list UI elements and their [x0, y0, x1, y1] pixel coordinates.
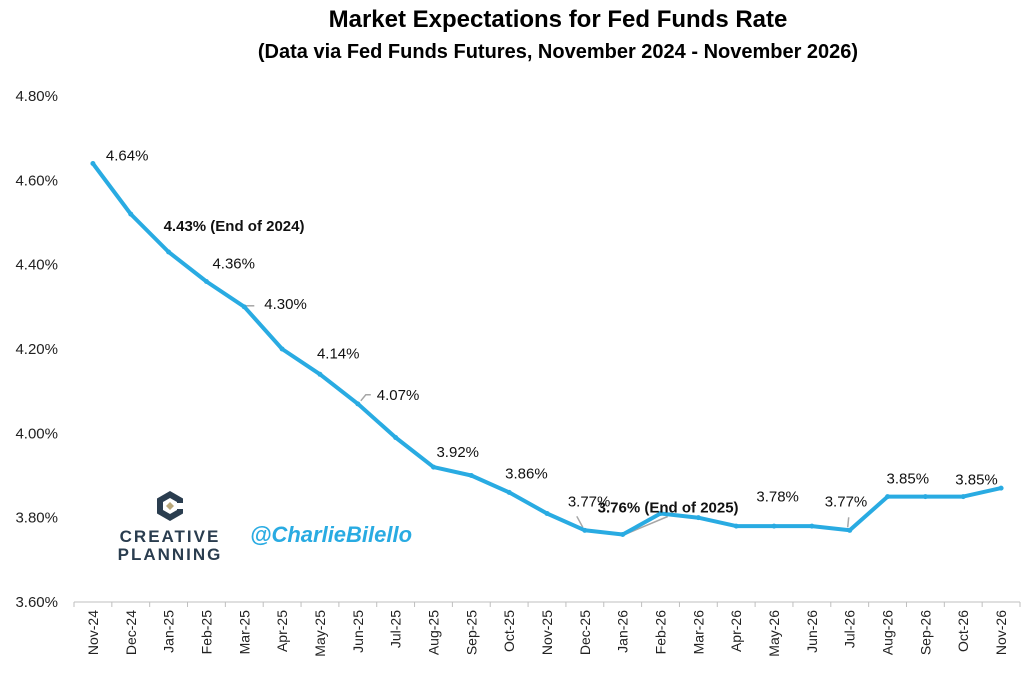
- data-label: 3.85%: [955, 472, 998, 489]
- x-tick-label: Jun-26: [804, 610, 820, 653]
- x-tick-label: Oct-26: [955, 610, 971, 652]
- x-tick-label: Apr-26: [728, 610, 744, 652]
- x-axis: Nov-24 Dec-24 Jan-25 Feb-25 Mar-25 Apr-25 May-…: [73, 601, 1021, 657]
- data-label: 3.77%: [568, 493, 611, 510]
- logo-mark-icon: [157, 491, 184, 521]
- x-tick-label: Oct-25: [501, 610, 517, 652]
- data-point: [847, 527, 853, 533]
- data-label: 4.30%: [264, 296, 307, 313]
- x-tick-label: Dec-24: [123, 610, 139, 655]
- x-tick-label: Jun-25: [350, 610, 366, 653]
- data-label: 4.64%: [106, 147, 149, 164]
- data-point: [620, 532, 626, 538]
- x-tick-label: Sep-26: [917, 610, 933, 655]
- x-tick-label: Jan-26: [615, 610, 631, 653]
- data-point: [960, 494, 966, 500]
- data-label: 3.92%: [436, 444, 479, 461]
- data-point: [241, 304, 247, 310]
- data-label: 3.77%: [825, 493, 868, 510]
- y-axis: 3.60% 3.80% 4.00% 4.20% 4.40% 4.60% 4.80%: [15, 88, 58, 611]
- x-tick-label: Nov-24: [85, 610, 101, 655]
- data-point: [355, 401, 361, 407]
- data-point: [544, 510, 550, 516]
- x-tick-label: Sep-25: [463, 610, 479, 655]
- y-tick-label: 3.80%: [15, 510, 58, 527]
- leader-line: [576, 515, 584, 528]
- data-point: [998, 485, 1004, 491]
- y-tick-label: 4.20%: [15, 341, 58, 358]
- data-point: [430, 464, 436, 470]
- x-tick-label: May-25: [312, 610, 328, 657]
- leader-line: [360, 394, 371, 402]
- y-tick-label: 4.80%: [15, 88, 58, 105]
- y-tick-label: 4.40%: [15, 257, 58, 274]
- data-label: 3.86%: [505, 465, 548, 482]
- data-point: [468, 473, 474, 478]
- data-label: 4.14%: [317, 345, 360, 362]
- x-tick-label: Feb-26: [653, 610, 669, 655]
- data-point: [582, 527, 588, 533]
- data-point: [203, 279, 209, 285]
- x-tick-label: Apr-25: [274, 610, 290, 652]
- data-point: [393, 435, 399, 441]
- x-tick-label: Feb-25: [198, 610, 214, 655]
- data-label: 3.78%: [756, 489, 799, 506]
- data-point: [695, 515, 701, 521]
- x-tick-label: Jul-25: [388, 610, 404, 648]
- creative-planning-logo: CREATIVE PLANNING: [118, 491, 223, 564]
- data-point: [658, 510, 664, 516]
- x-tick-label: Aug-26: [880, 610, 896, 655]
- x-tick-label: Nov-25: [539, 610, 555, 655]
- data-point: [166, 249, 172, 255]
- data-point: [809, 523, 815, 529]
- x-tick-label: Mar-26: [690, 610, 706, 655]
- y-tick-label: 4.00%: [15, 425, 58, 442]
- logo-line-1: CREATIVE: [120, 527, 221, 546]
- data-labels: 4.64% 4.43% (End of 2024) 4.36% 4.30% 4.14% 4…: [106, 147, 998, 516]
- data-point: [128, 211, 134, 217]
- data-point: [90, 160, 96, 166]
- data-label: 3.76% (End of 2025): [598, 500, 739, 517]
- data-point: [317, 371, 323, 377]
- x-tick-label: Jul-26: [842, 610, 858, 648]
- data-point: [506, 489, 512, 495]
- data-point: [771, 523, 777, 529]
- data-label: 4.07%: [377, 387, 420, 404]
- x-tick-label: Nov-26: [993, 610, 1009, 655]
- twitter-handle: @CharlieBilello: [250, 522, 412, 547]
- data-label: 4.36%: [212, 256, 255, 273]
- plot-area: [90, 160, 1004, 538]
- y-tick-label: 3.60%: [15, 594, 58, 611]
- data-label: 3.85%: [887, 471, 930, 488]
- x-tick-label: Jan-25: [161, 610, 177, 653]
- chart-subtitle: (Data via Fed Funds Futures, November 20…: [258, 41, 858, 63]
- data-point: [733, 523, 739, 529]
- x-tick-label: Aug-25: [425, 610, 441, 655]
- data-label: 4.43% (End of 2024): [164, 218, 305, 235]
- x-tick-label: Mar-25: [236, 610, 252, 655]
- data-point: [279, 346, 285, 352]
- data-point: [885, 494, 891, 500]
- x-tick-label: Dec-25: [577, 610, 593, 655]
- logo-line-2: PLANNING: [118, 545, 223, 564]
- x-tick-label: May-26: [766, 610, 782, 657]
- y-tick-label: 4.60%: [15, 172, 58, 189]
- chart-title: Market Expectations for Fed Funds Rate: [329, 6, 788, 33]
- leader-line: [846, 517, 850, 528]
- data-point: [922, 494, 928, 500]
